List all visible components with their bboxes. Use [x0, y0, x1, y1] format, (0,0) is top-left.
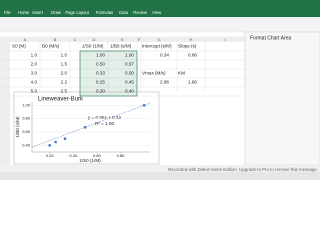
- x-tick-label: 0.60: [93, 153, 102, 158]
- cell: 2.0: [31, 62, 38, 67]
- cell: 0.67: [125, 62, 134, 67]
- selection: [79, 50, 138, 97]
- cell: 5.0: [31, 89, 38, 94]
- ribbon: [0, 17, 320, 32]
- trendline: [31, 102, 151, 148]
- fit-cell: Intercept (s/M): [142, 44, 172, 49]
- column-header: F: [138, 37, 141, 42]
- ribbon-tab[interactable]: Formulas: [96, 10, 113, 15]
- row-headers: [0, 37, 10, 165]
- fit-cell: Slope (s): [178, 44, 197, 49]
- cell: 0.25: [96, 80, 105, 85]
- column-header: B: [54, 37, 57, 42]
- data-point: [63, 137, 67, 140]
- fit-cell: 2.96: [160, 80, 169, 85]
- y-tick-label: 0.60: [22, 129, 31, 134]
- header-cell: S0 (M): [12, 44, 26, 49]
- cell: 2.0: [61, 71, 68, 76]
- chart-area[interactable]: [13, 91, 160, 165]
- ribbon-tab[interactable]: Insert: [32, 10, 43, 15]
- y-axis-label: 1/B0 (s/M): [15, 116, 20, 138]
- ribbon-tab[interactable]: View: [152, 10, 162, 15]
- fit-cell: Vmax (M/s): [142, 71, 166, 76]
- cell: 1.0: [61, 53, 68, 58]
- cell: 1.00: [96, 53, 105, 58]
- header-cell: 1/B0 (s/M): [110, 44, 132, 49]
- data-point: [83, 126, 87, 129]
- cell: 0.50: [96, 62, 105, 67]
- data-point: [48, 144, 51, 147]
- cell: 2.2: [61, 80, 68, 85]
- cell: 0.50: [125, 71, 134, 76]
- x-tick-label: 0.20: [46, 153, 55, 158]
- fit-cell: 0.66: [188, 53, 197, 58]
- column-header: I: [224, 37, 225, 42]
- column-headers: [0, 37, 245, 42]
- title-bar: [0, 0, 320, 9]
- data-point: [54, 140, 57, 144]
- status-bar: [0, 172, 320, 180]
- sheet-tabs: [0, 165, 320, 172]
- cell: 4.0: [31, 80, 38, 85]
- column-header: A: [24, 37, 27, 42]
- ribbon-tab[interactable]: Review: [133, 10, 148, 15]
- x-tick-label: 0.80: [117, 153, 126, 158]
- cell: 0.33: [96, 71, 105, 76]
- fit-cell: 1.96: [188, 80, 197, 85]
- fit-cell: KM: [178, 71, 185, 76]
- chart-title: Lineweaver-Burk: [38, 97, 84, 103]
- pane-title: Format Chart Area: [250, 35, 291, 41]
- column-header: G: [157, 37, 160, 42]
- cell: 0.20: [96, 89, 105, 94]
- ribbon-tab[interactable]: Page Layout: [65, 10, 89, 15]
- r-squared: R² = 1.00: [95, 121, 114, 126]
- cell: 0.40: [125, 89, 134, 94]
- cell: 3.0: [31, 71, 38, 76]
- header-cell: 1/S0 (1/M): [82, 44, 104, 49]
- trend-equation: y = 0.66x + 0.34: [88, 115, 121, 120]
- watermark: Recorded with Debut Home Edition. Upgrad…: [168, 167, 318, 172]
- ribbon-tab[interactable]: Data: [119, 10, 129, 15]
- y-tick-label: 0.40: [22, 142, 31, 147]
- tab-bar: [0, 9, 320, 17]
- cell: 2.5: [61, 89, 68, 94]
- format-pane: [244, 31, 320, 166]
- column-header: H: [190, 37, 193, 42]
- x-tick-label: 0.40: [69, 153, 78, 158]
- fit-cell: 0.34: [160, 53, 169, 58]
- y-tick-label: 1.00: [22, 102, 31, 107]
- ribbon-tab[interactable]: Draw: [51, 10, 62, 15]
- cell: 1.0: [31, 53, 38, 58]
- header-cell: B0 (M/s): [42, 44, 60, 49]
- data-point: [142, 104, 146, 107]
- column-header: E: [121, 37, 124, 42]
- page: Format Chart Area Recorded with Debut Ho…: [0, 0, 320, 180]
- cell: 0.45: [125, 80, 134, 85]
- cell: 1.5: [61, 62, 68, 67]
- cell: 1.00: [125, 53, 134, 58]
- column-header: D: [93, 37, 96, 42]
- y-tick-label: 0.80: [22, 116, 31, 121]
- column-header: C: [74, 37, 77, 42]
- excel-window: Format Chart Area Recorded with Debut Ho…: [0, 0, 320, 180]
- ribbon-tab[interactable]: Home: [18, 10, 30, 15]
- ribbon-tab[interactable]: File: [4, 10, 11, 15]
- x-axis-label: 1/S0 (1/M): [79, 158, 101, 163]
